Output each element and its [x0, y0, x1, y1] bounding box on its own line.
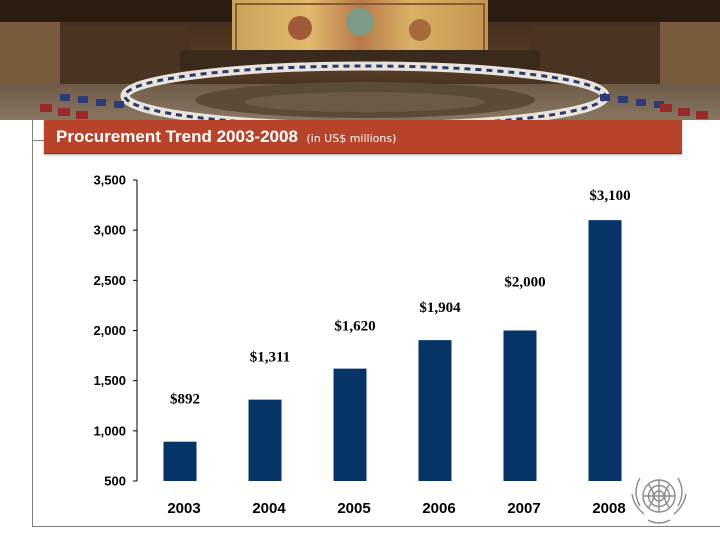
- data-label-2004: $1,311: [250, 350, 290, 366]
- axis-layer: 500 1,000 1,500 2,000 2,500 3,000 3,500: [93, 173, 138, 489]
- data-label-2005: $1,620: [334, 319, 375, 335]
- title-bar: Procurement Trend 2003-2008 (in US$ mill…: [44, 120, 682, 154]
- bar-2003: [163, 441, 197, 481]
- data-label-2008: $3,100: [589, 188, 630, 204]
- x-tick-label: 2004: [252, 500, 286, 517]
- y-tick-label: 3,500: [93, 173, 126, 188]
- data-label-2006: $1,904: [419, 300, 461, 316]
- data-label-2007: $2,000: [504, 275, 545, 291]
- x-tick-label: 2005: [337, 500, 370, 517]
- header-photo: [0, 0, 720, 120]
- bar-layer: [163, 220, 622, 481]
- x-tick-label: 2003: [167, 500, 200, 517]
- x-tick-label: 2006: [422, 500, 455, 517]
- y-tick-label: 1,500: [93, 373, 126, 388]
- left-frame-rule: [32, 120, 33, 527]
- label-layer: 2003 $892 2004 $1,311 2005 $1,620 2006 $1,904 20…: [167, 188, 630, 517]
- y-tick-label: 2,500: [93, 273, 126, 288]
- data-label-2003: $892: [170, 392, 200, 408]
- x-tick-label: 2008: [592, 500, 625, 517]
- bar-2008: [588, 220, 622, 481]
- bottom-frame-rule: [32, 526, 720, 527]
- bar-2004: [248, 399, 282, 481]
- chart-title-units: (in US$ millions): [306, 132, 397, 145]
- bar-2007: [503, 330, 537, 481]
- y-tick-label: 3,000: [93, 223, 126, 238]
- bar-2006: [418, 340, 452, 481]
- y-tick-label: 1,000: [93, 423, 126, 438]
- chart-title-main: Procurement Trend 2003-2008: [56, 127, 298, 146]
- top-frame-rule: [32, 140, 44, 141]
- chart-title: Procurement Trend 2003-2008 (in US$ mill…: [56, 127, 396, 147]
- y-tick-label: 500: [104, 474, 126, 489]
- bar-2005: [333, 368, 367, 481]
- un-emblem-icon: [631, 477, 687, 524]
- x-tick-label: 2007: [507, 500, 540, 517]
- y-tick-label: 2,000: [93, 323, 126, 338]
